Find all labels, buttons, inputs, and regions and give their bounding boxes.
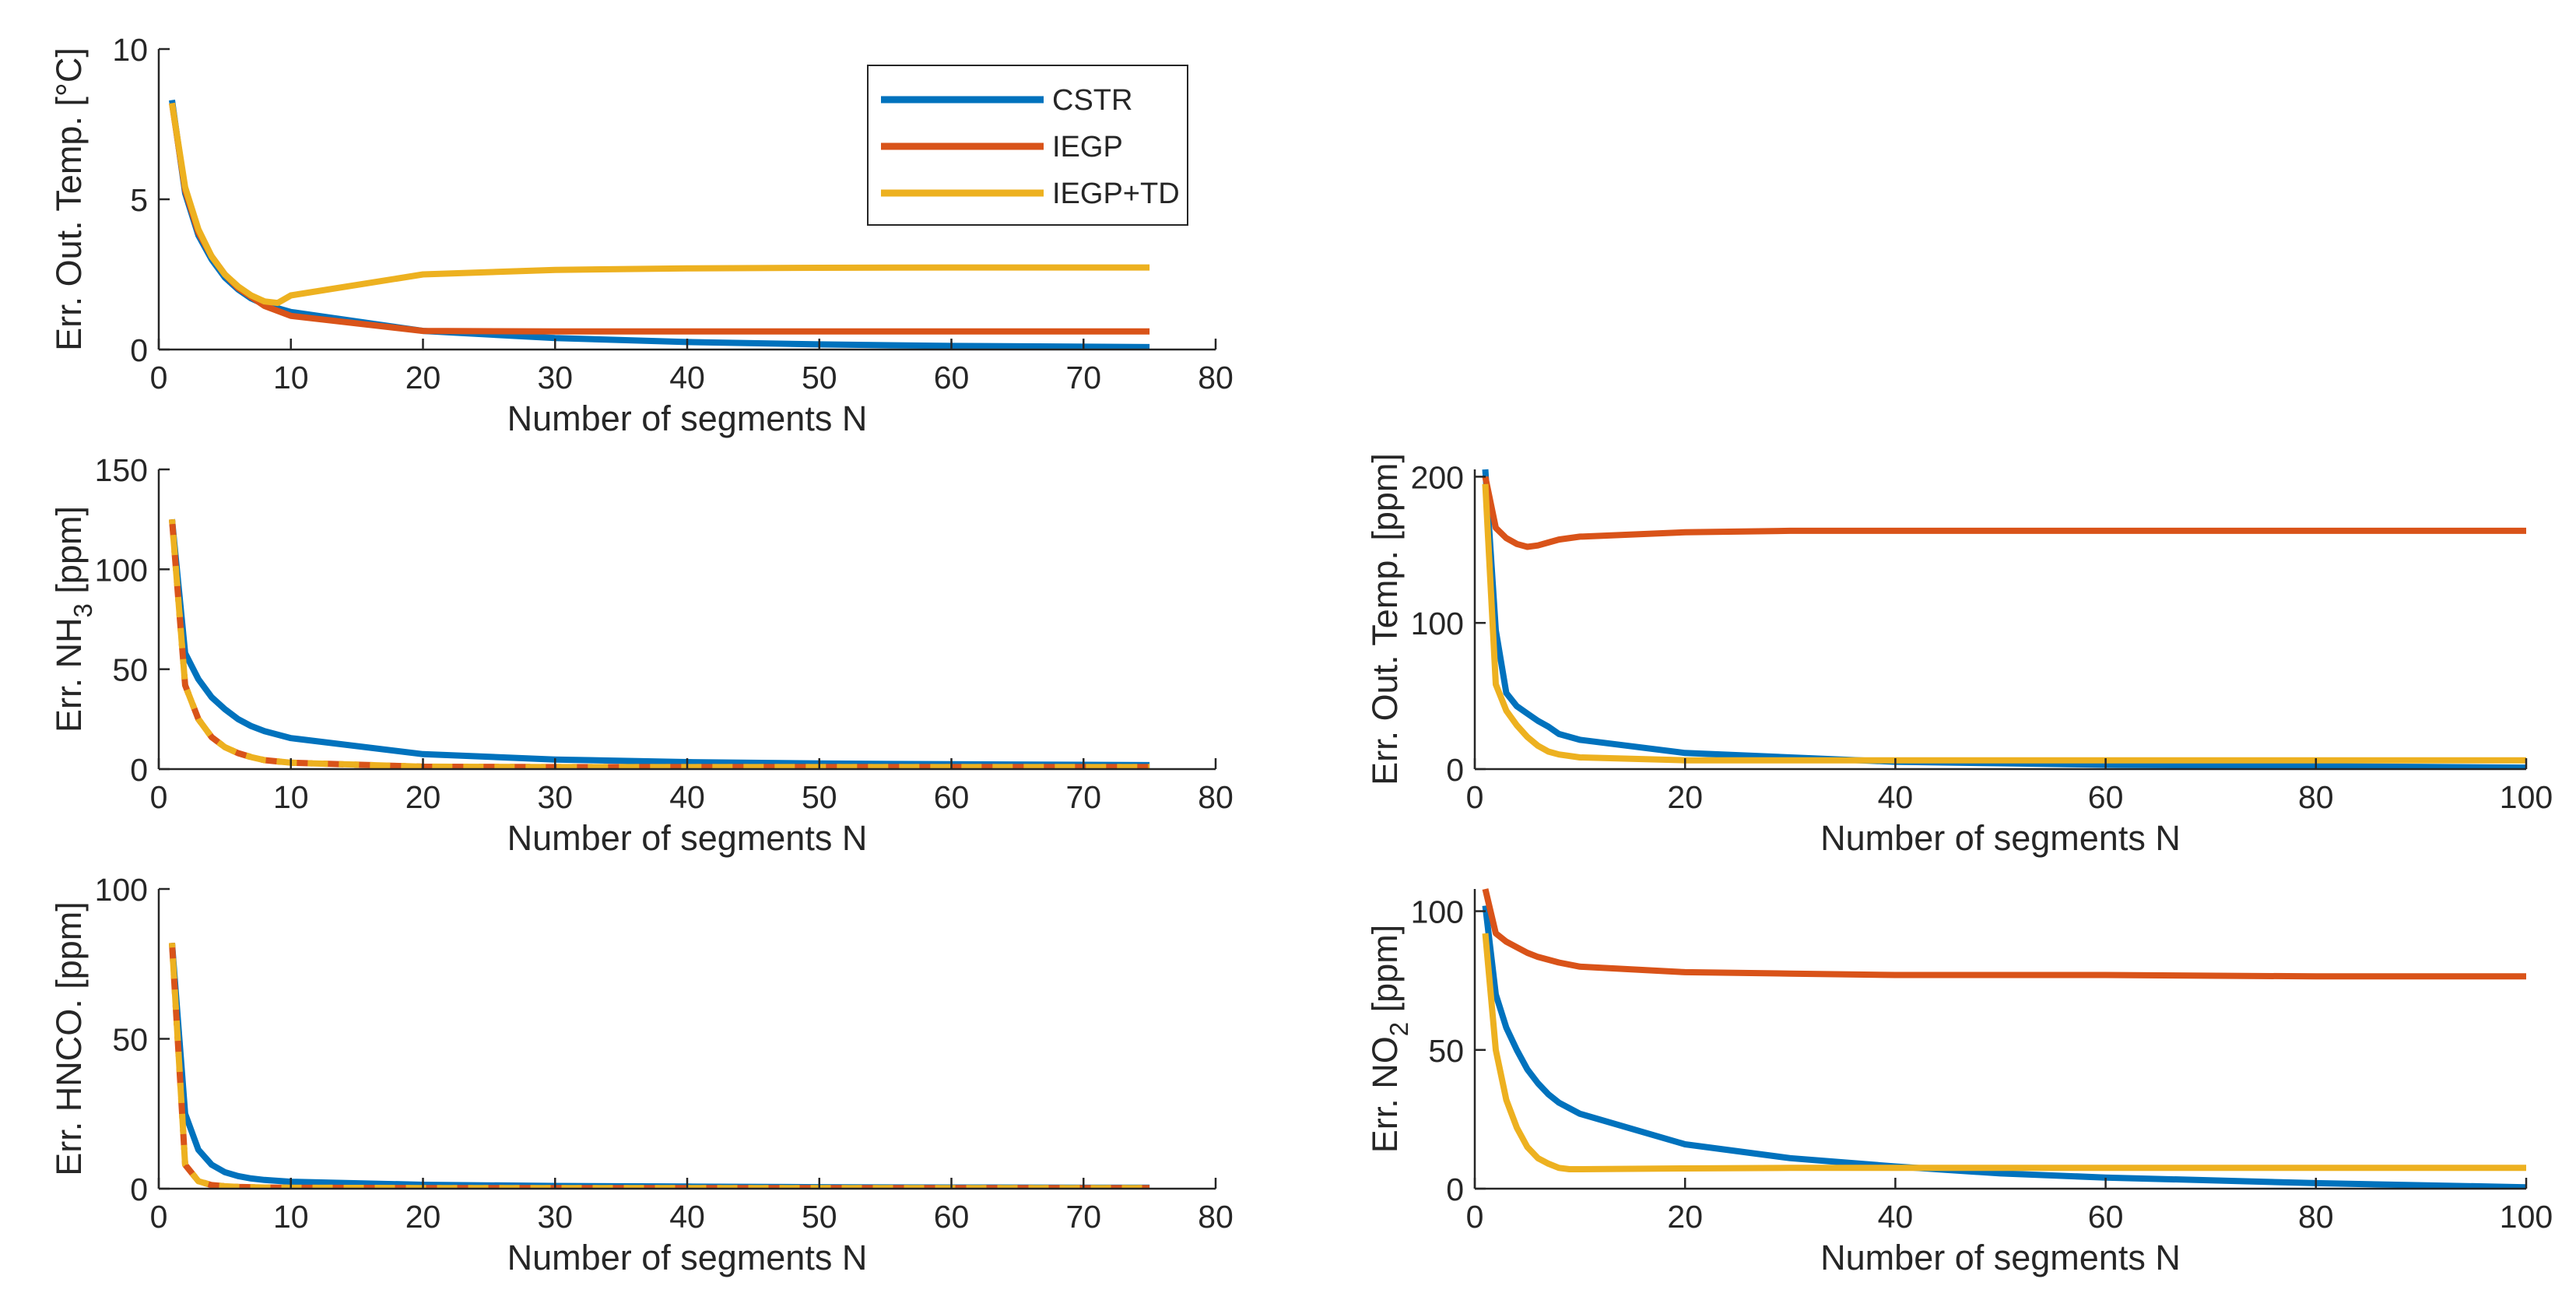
legend-label-iegp: IEGP [1052, 131, 1123, 163]
panel-no2: 0 20 40 60 80 100 0 50 100 Number of segments N Er… [1365, 888, 2553, 1277]
series-line-iegp [1482, 888, 2526, 980]
x-tick-label: 70 [1065, 360, 1101, 395]
panel-hnco: 0 10 20 30 40 50 60 70 80 0 50 100 Number of segment… [49, 872, 1234, 1277]
y-axis-label: Err. Out. Temp. [ppm] [1365, 453, 1405, 785]
legend-label-cstr: CSTR [1052, 84, 1132, 117]
legend-entry-iegp: IEGP [881, 131, 1123, 163]
y-tick-label: 200 [1411, 459, 1464, 495]
x-tick-label: 20 [405, 360, 441, 395]
y-tick-label: 0 [1446, 752, 1464, 788]
series-line-cstr [169, 518, 1150, 768]
legend: CSTR IEGP IEGP+TD [867, 65, 1188, 226]
y-tick-label: 50 [1428, 1033, 1464, 1069]
y-tick-label: 10 [112, 32, 148, 68]
legend-entry-cstr: CSTR [881, 84, 1132, 117]
y-tick-label: 100 [1411, 606, 1464, 641]
y-axis-label: Err. HNCO. [ppm] [49, 901, 89, 1176]
x-tick-label: 80 [2298, 779, 2334, 815]
panel-out-temp-celsius: 0 10 20 30 40 50 60 70 80 0 5 10 Number of segments … [49, 32, 1234, 438]
x-tick-label: 50 [802, 779, 837, 815]
x-tick-label: 50 [802, 360, 837, 395]
x-tick-label: 0 [150, 360, 168, 395]
x-tick-label: 60 [934, 360, 970, 395]
x-tick-label: 20 [405, 779, 441, 815]
y-tick-label: 50 [112, 1022, 148, 1058]
y-tick-label: 100 [95, 552, 148, 588]
x-axis-label: Number of segments N [1820, 818, 2181, 858]
y-axis-label: Err. Out. Temp. [°C] [49, 47, 89, 351]
panel-out-temp-ppm: 0 20 40 60 80 100 0 100 200 Number of segments N E… [1365, 453, 2553, 858]
series-group [169, 518, 1150, 769]
x-tick-label: 40 [1878, 779, 1914, 815]
x-tick-label: 80 [1198, 779, 1234, 815]
y-tick-label: 0 [1446, 1172, 1464, 1207]
series-group [1482, 469, 2526, 769]
series-line-iegp-td [1482, 933, 2526, 1172]
x-tick-label: 20 [1667, 779, 1703, 815]
series-group [169, 100, 1150, 350]
x-tick-label: 70 [1065, 779, 1101, 815]
series-line-iegp [1482, 476, 2526, 550]
legend-entry-iegp-td: IEGP+TD [881, 177, 1180, 210]
x-tick-label: 60 [934, 779, 970, 815]
x-tick-label: 40 [669, 1199, 705, 1235]
x-tick-label: 0 [150, 779, 168, 815]
x-tick-label: 60 [2088, 1199, 2124, 1235]
x-tick-label: 80 [1198, 1199, 1234, 1235]
panel-nh3: 0 10 20 30 40 50 60 70 80 0 50 100 150 Number of segm… [49, 452, 1234, 858]
x-tick-label: 80 [1198, 360, 1234, 395]
y-tick-label: 0 [130, 332, 148, 368]
x-tick-label: 30 [537, 360, 573, 395]
x-tick-label: 100 [2500, 1199, 2553, 1235]
x-tick-label: 0 [150, 1199, 168, 1235]
x-tick-label: 30 [537, 1199, 573, 1235]
x-tick-label: 20 [405, 1199, 441, 1235]
series-line-cstr [1482, 905, 2526, 1189]
x-tick-label: 40 [669, 360, 705, 395]
y-tick-label: 100 [95, 872, 148, 908]
x-tick-label: 100 [2500, 779, 2553, 815]
y-axis-label: Err. NO2 [ppm] [1365, 925, 1413, 1153]
x-tick-label: 0 [1466, 1199, 1484, 1235]
series-line-iegp-td [169, 102, 1150, 307]
x-tick-label: 60 [934, 1199, 970, 1235]
x-axis-label: Number of segments N [1820, 1238, 2181, 1277]
x-tick-label: 10 [273, 360, 309, 395]
series-line-iegp-td [169, 518, 1150, 769]
y-tick-label: 0 [130, 752, 148, 788]
x-tick-label: 80 [2298, 1199, 2334, 1235]
x-axis-label: Number of segments N [507, 818, 868, 858]
x-axis-label: Number of segments N [507, 399, 868, 438]
y-tick-label: 0 [130, 1172, 148, 1207]
y-axis-label: Err. NH3 [ppm] [49, 506, 97, 733]
x-tick-label: 40 [1878, 1199, 1914, 1235]
x-tick-label: 60 [2088, 779, 2124, 815]
x-tick-label: 10 [273, 1199, 309, 1235]
y-tick-label: 5 [130, 182, 148, 218]
series-line-iegp-td [1482, 483, 2526, 764]
y-tick-label: 100 [1411, 894, 1464, 930]
x-tick-label: 30 [537, 779, 573, 815]
legend-label-iegp-td: IEGP+TD [1052, 177, 1180, 210]
series-line-cstr [1482, 469, 2526, 769]
x-tick-label: 40 [669, 779, 705, 815]
series-group [1482, 888, 2526, 1189]
y-tick-label: 50 [112, 652, 148, 688]
x-tick-label: 0 [1466, 779, 1484, 815]
x-tick-label: 10 [273, 779, 309, 815]
x-tick-label: 20 [1667, 1199, 1703, 1235]
x-tick-label: 50 [802, 1199, 837, 1235]
x-tick-label: 70 [1065, 1199, 1101, 1235]
y-tick-label: 150 [95, 452, 148, 488]
x-axis-label: Number of segments N [507, 1238, 868, 1277]
